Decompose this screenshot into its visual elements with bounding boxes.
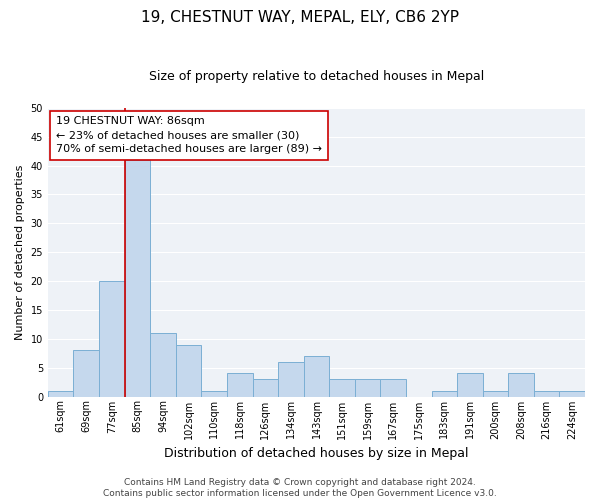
Bar bbox=[73, 350, 99, 397]
Bar bbox=[278, 362, 304, 396]
Bar bbox=[329, 379, 355, 396]
Bar bbox=[508, 374, 534, 396]
Bar bbox=[431, 390, 457, 396]
Bar bbox=[482, 390, 508, 396]
Bar bbox=[202, 390, 227, 396]
Bar bbox=[125, 160, 150, 396]
Bar bbox=[380, 379, 406, 396]
Text: Contains HM Land Registry data © Crown copyright and database right 2024.
Contai: Contains HM Land Registry data © Crown c… bbox=[103, 478, 497, 498]
Bar bbox=[355, 379, 380, 396]
Bar bbox=[304, 356, 329, 397]
Bar bbox=[534, 390, 559, 396]
Y-axis label: Number of detached properties: Number of detached properties bbox=[15, 164, 25, 340]
X-axis label: Distribution of detached houses by size in Mepal: Distribution of detached houses by size … bbox=[164, 447, 469, 460]
Bar bbox=[176, 344, 202, 397]
Bar bbox=[48, 390, 73, 396]
Bar bbox=[227, 374, 253, 396]
Bar bbox=[559, 390, 585, 396]
Text: 19 CHESTNUT WAY: 86sqm
← 23% of detached houses are smaller (30)
70% of semi-det: 19 CHESTNUT WAY: 86sqm ← 23% of detached… bbox=[56, 116, 322, 154]
Bar bbox=[457, 374, 482, 396]
Text: 19, CHESTNUT WAY, MEPAL, ELY, CB6 2YP: 19, CHESTNUT WAY, MEPAL, ELY, CB6 2YP bbox=[141, 10, 459, 25]
Bar bbox=[150, 333, 176, 396]
Bar bbox=[99, 281, 125, 396]
Bar bbox=[253, 379, 278, 396]
Title: Size of property relative to detached houses in Mepal: Size of property relative to detached ho… bbox=[149, 70, 484, 83]
